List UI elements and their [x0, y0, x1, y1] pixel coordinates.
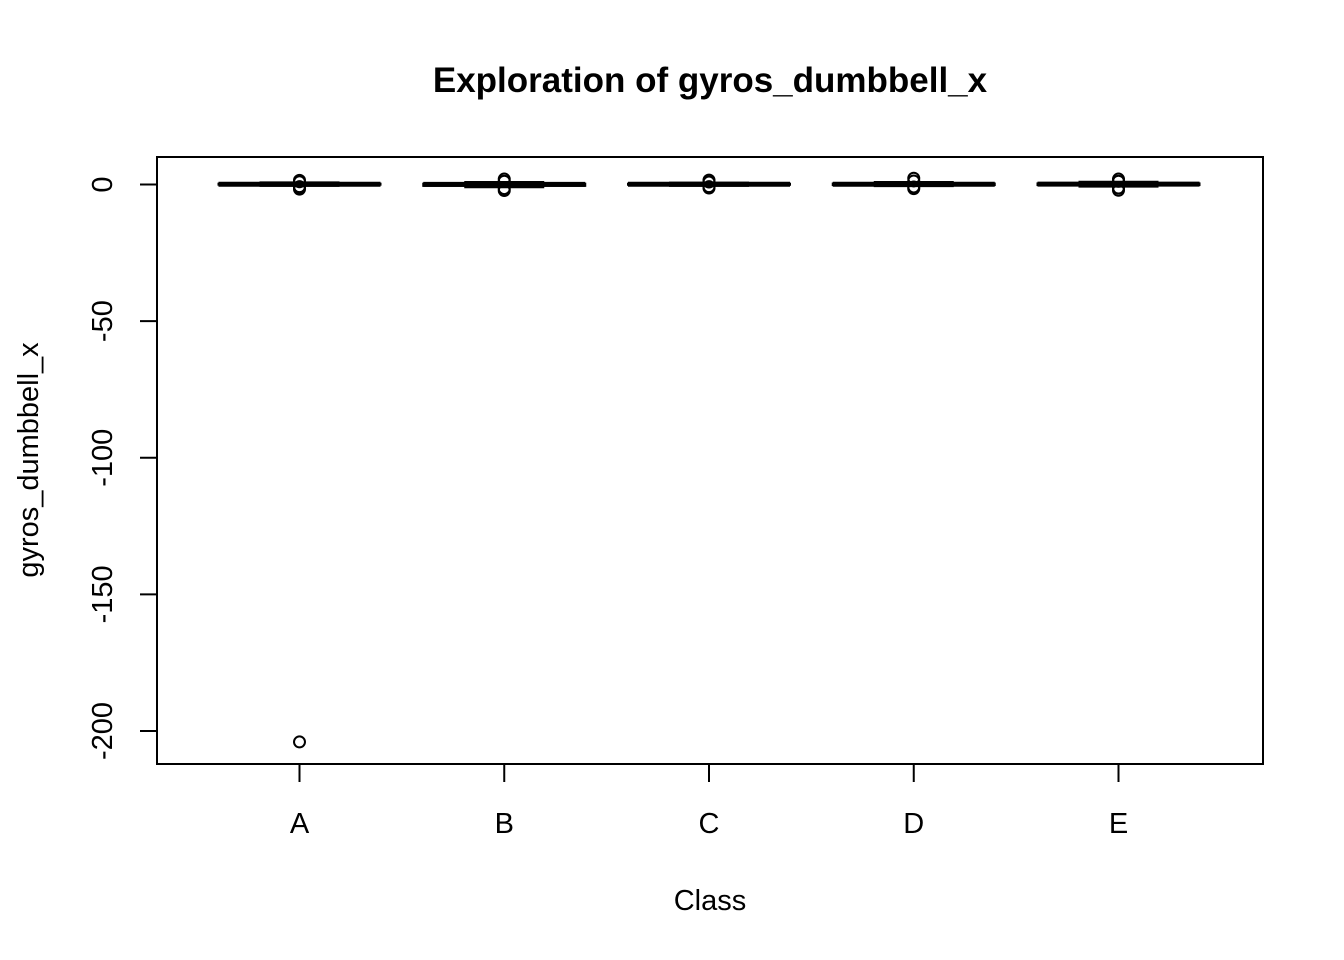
outlier-point — [702, 181, 716, 195]
outlier-point — [907, 182, 921, 196]
box-C — [627, 173, 791, 195]
boxes-layer — [217, 171, 1201, 749]
x-tick-label: D — [903, 808, 924, 840]
y-tick-label: -150 — [87, 565, 119, 623]
outlier-point — [497, 174, 511, 188]
y-axis: 0 -50 -100 -150 -200 — [87, 176, 157, 760]
outlier-point — [1112, 183, 1125, 197]
x-tick-label: E — [1109, 808, 1128, 840]
y-tick-label: -50 — [87, 300, 119, 342]
box-B — [422, 172, 587, 198]
outlier-point — [293, 182, 306, 196]
outlier-point — [702, 175, 716, 189]
outlier-point — [907, 174, 921, 188]
x-tick-label: A — [290, 808, 310, 840]
x-axis-label: Class — [674, 885, 747, 917]
box-A — [217, 173, 382, 749]
x-tick-label: C — [699, 808, 720, 840]
x-tick-label: B — [495, 808, 514, 840]
y-tick-label: -100 — [87, 429, 119, 487]
outlier-point — [293, 175, 306, 189]
y-tick-label: 0 — [87, 176, 119, 192]
plot-frame — [156, 156, 1264, 765]
outlier-point — [293, 735, 306, 749]
outlier-point — [497, 184, 511, 198]
y-axis-label: gyros_dumbbell_x — [13, 342, 45, 578]
y-tick-label: -200 — [87, 702, 119, 760]
box-D — [831, 171, 996, 196]
chart-title: Exploration of gyros_dumbbell_x — [433, 61, 988, 100]
outlier-point — [1112, 174, 1125, 188]
box-E — [1036, 172, 1201, 197]
x-axis: A B C D E — [290, 764, 1128, 840]
